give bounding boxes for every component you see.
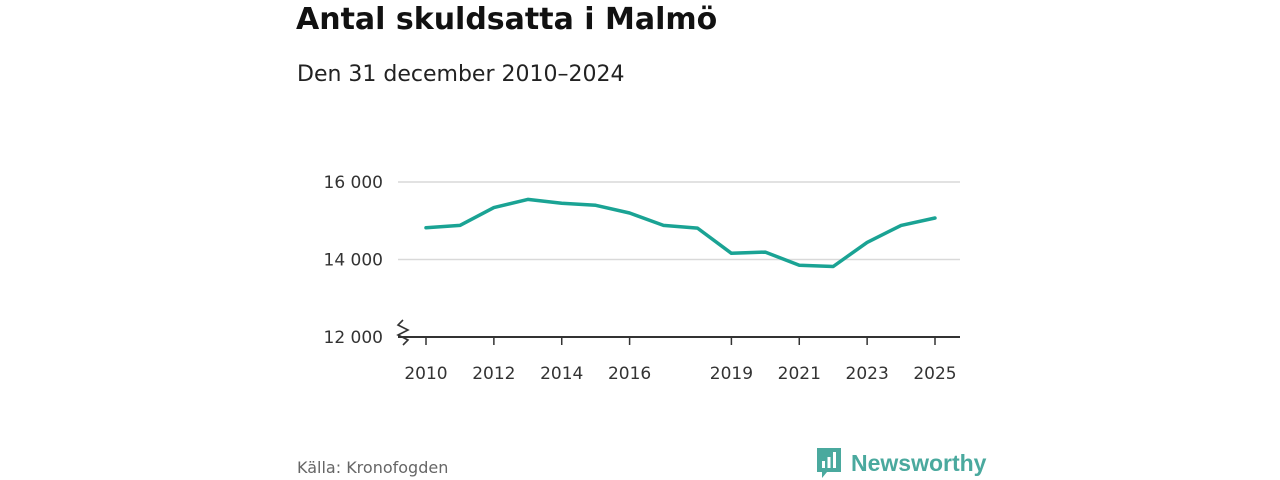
x-ticks: 2010 2012 2014 2016 2019 2021 2023 2025 xyxy=(404,337,957,384)
x-axis xyxy=(396,319,960,346)
series xyxy=(424,197,937,269)
chart-subtitle: Den 31 december 2010–2024 xyxy=(297,62,625,87)
x-tick-label-2021: 2021 xyxy=(778,364,821,384)
y-tick-label-14000: 14 000 xyxy=(324,251,383,271)
x-tick-label-2025: 2025 xyxy=(913,364,956,384)
chart-title: Antal skuldsatta i Malmö xyxy=(296,2,718,37)
gridlines xyxy=(398,181,960,261)
bar-chart-icon xyxy=(817,448,841,478)
brand-logo: Newsworthy xyxy=(815,446,986,480)
x-tick-label-2023: 2023 xyxy=(846,364,889,384)
brand-name: Newsworthy xyxy=(851,449,987,476)
y-tick-labels: 12 000 14 000 16 000 xyxy=(324,173,383,348)
x-tick-label-2019: 2019 xyxy=(710,364,753,384)
axis-break-icon xyxy=(396,319,410,346)
x-tick-label-2014: 2014 xyxy=(540,364,583,384)
x-tick-label-2016: 2016 xyxy=(608,364,651,384)
series-line-0 xyxy=(424,197,937,269)
y-tick-label-12000: 12 000 xyxy=(324,328,383,348)
y-tick-label-16000: 16 000 xyxy=(324,173,383,193)
source-label: Källa: Kronofogden xyxy=(297,458,449,477)
x-tick-label-2010: 2010 xyxy=(404,364,447,384)
x-tick-label-2012: 2012 xyxy=(472,364,515,384)
